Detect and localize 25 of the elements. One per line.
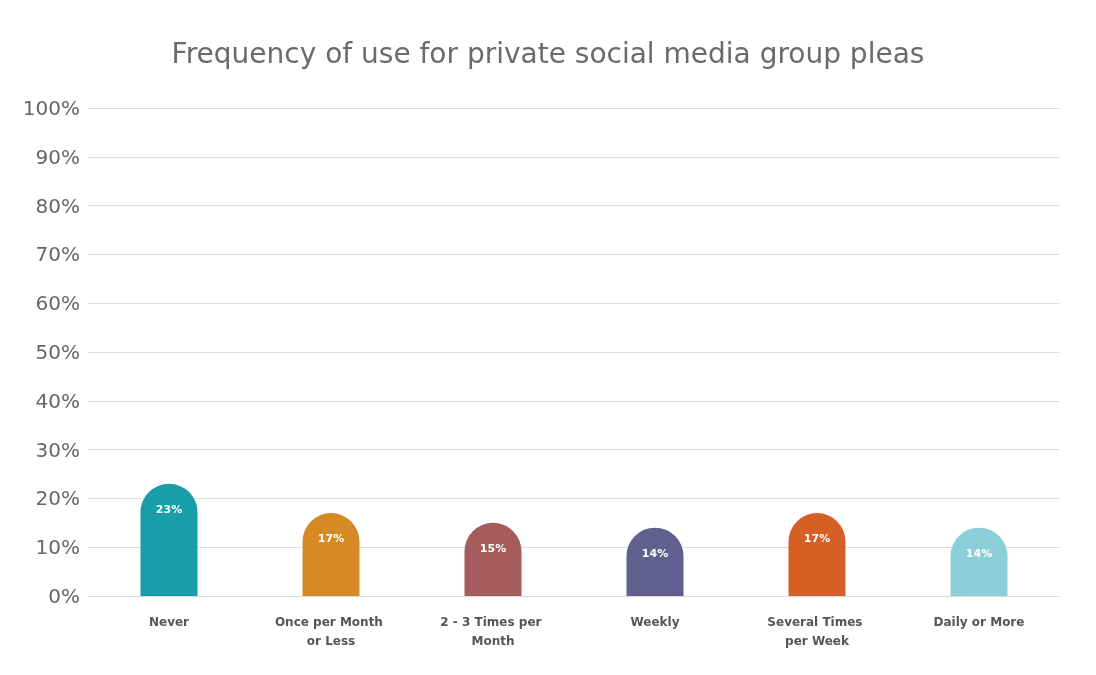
y-tick-label: 70% [35,242,80,267]
y-tick-label: 80% [35,193,80,218]
y-tick-label: 30% [35,437,80,462]
data-label: 14% [965,546,993,560]
y-tick-label: 40% [35,388,80,413]
data-label: 14% [641,546,669,560]
bar [140,483,198,596]
x-tick-label: Several Times per Week [767,614,867,648]
data-label: 15% [479,541,507,555]
data-label: 17% [803,532,831,546]
data-label: 23% [155,502,183,516]
x-tick-label: Once per Month or Less [274,614,388,648]
x-tick-label: Daily or More [933,614,1025,629]
x-tick-label: Weekly [630,614,680,629]
x-tick-label: Never [148,614,190,629]
y-tick-label: 100% [22,96,80,120]
y-tick-label: 20% [35,486,80,511]
y-tick-label: 0% [48,584,80,608]
data-label: 17% [317,532,345,546]
chart-title: Frequency of use for private social media group pleas [171,36,925,70]
y-tick-label: 90% [35,144,80,169]
y-tick-label: 10% [35,535,80,560]
y-tick-label: 60% [35,291,80,316]
x-tick-label: 2 - 3 Times per Month [440,614,546,648]
y-tick-label: 50% [35,340,80,364]
